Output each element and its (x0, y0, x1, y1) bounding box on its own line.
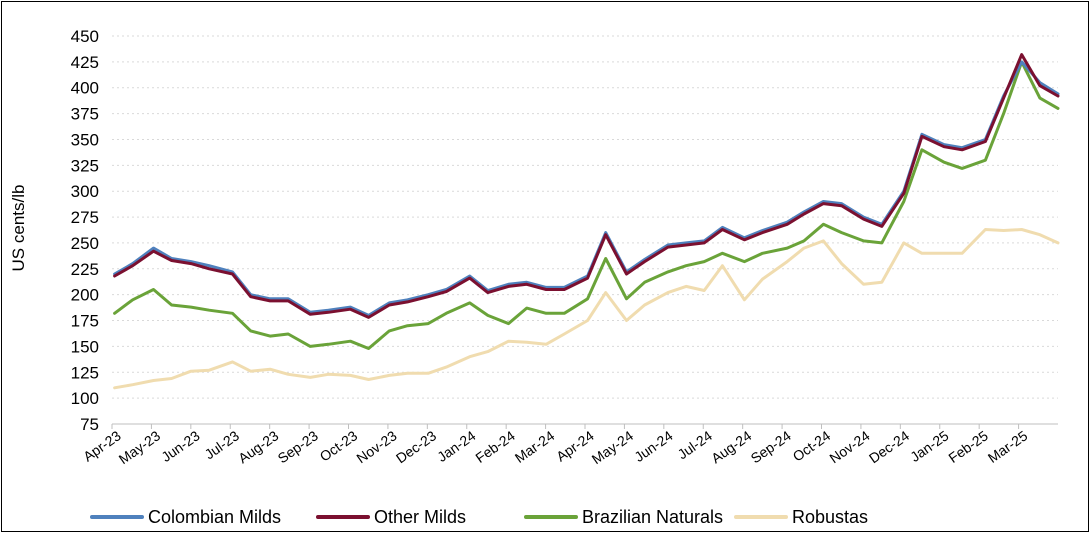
y-tick-label: 175 (71, 312, 99, 331)
y-tick-label: 150 (71, 337, 99, 356)
y-tick-label: 75 (80, 415, 99, 434)
x-axis: Apr-23May-23Jun-23Jul-23Aug-23Sep-23Oct-… (80, 423, 1058, 467)
legend-label: Robustas (792, 507, 868, 527)
y-axis-label: US cents/lb (9, 185, 28, 272)
x-tick-label: Apr-24 (553, 427, 597, 464)
x-tick-label: Aug-23 (235, 427, 281, 466)
x-tick-label: Jan-25 (907, 427, 951, 465)
x-tick-label: Feb-24 (472, 427, 518, 466)
y-tick-label: 450 (71, 27, 99, 46)
y-tick-label: 225 (71, 260, 99, 279)
x-tick-label: Mar-25 (985, 427, 1031, 466)
x-tick-label: Jun-24 (631, 427, 675, 465)
x-tick-label: Dec-23 (393, 427, 439, 466)
x-tick-label: Jun-23 (158, 427, 202, 465)
x-tick-label: Sep-23 (275, 427, 321, 466)
series-line-robustas (113, 228, 1060, 390)
x-tick-label: Jul-24 (675, 427, 716, 462)
y-tick-label: 350 (71, 130, 99, 149)
series-lines (113, 53, 1060, 390)
x-tick-label: Jan-24 (434, 427, 478, 465)
y-tick-label: 400 (71, 79, 99, 98)
y-tick-label: 300 (71, 182, 99, 201)
y-tick-label: 200 (71, 286, 99, 305)
y-tick-label: 125 (71, 363, 99, 382)
y-tick-label: 100 (71, 389, 99, 408)
x-tick-label: Mar-24 (512, 427, 558, 466)
x-tick-label: Oct-23 (317, 427, 361, 464)
gridlines (112, 35, 1058, 399)
series-line-other-milds (113, 53, 1060, 319)
x-tick-label: Dec-24 (866, 427, 912, 466)
y-tick-label: 250 (71, 234, 99, 253)
x-tick-label: May-23 (116, 427, 164, 467)
x-tick-label: Sep-24 (748, 427, 794, 466)
y-tick-label: 375 (71, 105, 99, 124)
x-tick-label: Aug-24 (708, 427, 754, 466)
x-tick-label: Jul-23 (202, 427, 243, 462)
legend-label: Colombian Milds (148, 507, 281, 527)
legend-label: Other Milds (374, 507, 466, 527)
y-tick-label: 275 (71, 208, 99, 227)
legend: Colombian Milds Other Milds Brazilian Natu… (90, 507, 868, 527)
y-tick-label: 425 (71, 53, 99, 72)
x-tick-label: Oct-24 (790, 427, 834, 464)
legend-label: Brazilian Naturals (582, 507, 723, 527)
series-line-brazilian-naturals (113, 60, 1060, 350)
x-tick-label: Nov-23 (353, 427, 399, 466)
x-tick-label: Feb-25 (945, 427, 991, 466)
x-tick-label: Nov-24 (826, 427, 872, 466)
x-tick-label: May-24 (589, 427, 637, 467)
y-axis-ticks: 75 100 125 150 175 200 225 250 275 300 325 350 375 40… (71, 27, 99, 434)
y-tick-label: 325 (71, 156, 99, 175)
